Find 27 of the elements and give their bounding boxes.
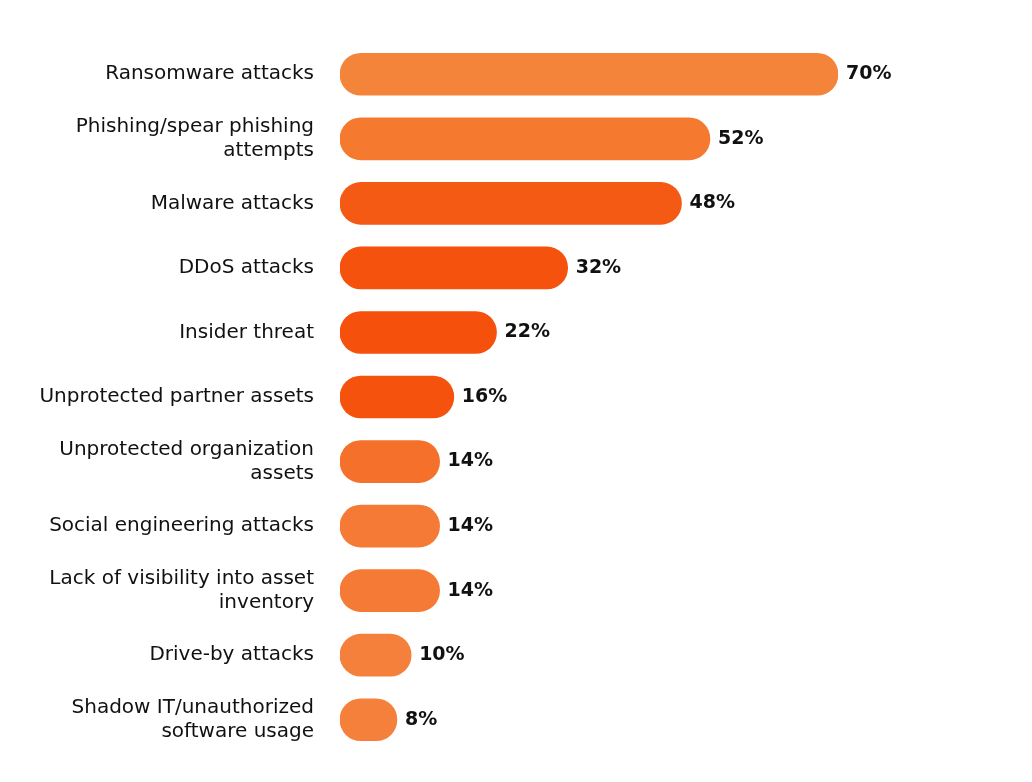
y-tick-label: Phishing/spear phishing attempts: [75, 113, 314, 162]
y-tick-label: Ransomware attacks: [105, 60, 314, 85]
data-label: 22%: [504, 319, 550, 342]
data-label: 8%: [404, 706, 438, 729]
data-label: 32%: [575, 254, 622, 277]
data-label: 70%: [846, 61, 892, 84]
y-tick-label: Lack of visibility into asset inventory: [49, 564, 315, 613]
bar: [340, 182, 682, 225]
y-tick-label: Malware attacks: [150, 189, 314, 214]
y-tick-label: Drive-by attacks: [149, 641, 314, 666]
bar: [340, 246, 568, 290]
data-label: 52%: [717, 125, 764, 148]
bar: [340, 117, 711, 161]
y-tick-label: DDoS attacks: [178, 254, 314, 279]
data-label: 10%: [419, 642, 465, 665]
data-label: 14%: [447, 513, 494, 536]
data-label: 16%: [461, 383, 508, 406]
bar: [340, 52, 838, 96]
y-tick-label: Shadow IT/unauthorized software usage: [71, 693, 314, 742]
y-tick-label: Insider threat: [179, 318, 315, 343]
bar: [340, 311, 497, 354]
y-tick-label: Unprotected organization assets: [59, 435, 314, 484]
y-tick-label: Unprotected partner assets: [39, 383, 314, 408]
data-label: 14%: [447, 577, 494, 600]
data-label: 14%: [447, 448, 494, 471]
data-label: 48%: [689, 190, 735, 213]
y-tick-label: Social engineering attacks: [49, 512, 314, 537]
